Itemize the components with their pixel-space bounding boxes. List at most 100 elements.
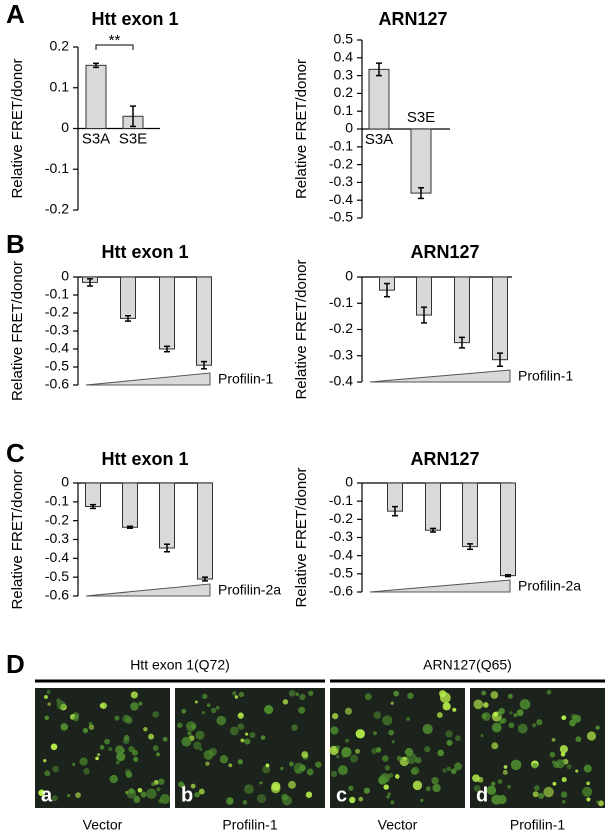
gradient-label: Profilin-1 [218,371,273,387]
y-tick-label: 0 [345,120,353,136]
cell [503,765,508,769]
image-label: Profilin-1 [222,817,277,833]
y-tick-label: 0.5 [334,31,354,47]
x-tick-label: S3A [365,131,393,148]
y-tick-label: -0.5 [45,568,69,584]
cell [502,769,508,775]
cell [410,768,418,775]
cell [372,731,378,736]
y-tick-label: -0.3 [329,346,353,362]
cell [507,784,511,789]
y-tick-label: 0.1 [50,78,70,94]
cell [481,713,487,719]
y-tick-label: -0.2 [45,304,69,320]
cell [178,781,185,788]
cell [133,756,139,762]
cell [364,693,372,701]
cell [88,724,95,730]
cell [228,763,233,768]
cell [355,729,365,739]
cell [44,695,48,699]
cell [308,690,314,696]
cell [336,754,340,759]
cell [130,691,138,699]
y-tick-label: 0 [345,268,353,284]
cell [454,735,461,742]
y-tick-label: -0.4 [45,340,69,356]
cell [481,690,487,696]
cell [549,751,556,758]
y-tick-label: -0.5 [329,565,353,581]
cell [155,752,161,757]
cell [493,712,498,717]
cell [510,759,522,771]
cell [566,764,572,770]
error-bar [127,525,133,529]
cell [56,700,66,710]
cell [473,785,481,792]
cell [498,707,505,715]
y-axis-label: Relative FRET/donor [293,467,310,607]
cell [260,735,266,740]
y-tick-label: -0.1 [45,493,69,509]
cell [305,791,313,798]
cell [446,766,452,772]
error-bar [384,282,390,298]
bar [368,68,390,130]
cell [215,705,220,710]
cell [546,689,552,695]
cell [206,703,211,708]
cell [454,762,463,771]
cell [472,774,480,782]
cell [437,749,444,757]
cell [345,738,349,743]
cell [315,761,322,768]
cell [561,715,567,721]
gradient-label: Profilin-1 [518,368,573,384]
y-tick-label: -0.2 [45,201,69,217]
cell [282,699,289,705]
cell [406,717,410,721]
y-tick-label: -0.6 [45,376,69,392]
cell [237,712,244,719]
cell [586,797,591,802]
cell [71,762,76,767]
cell [483,702,489,708]
x-tick-label: S3E [119,130,147,147]
cell [519,699,531,710]
cell [205,761,210,766]
x-tick-label: S3A [82,130,110,147]
cell [330,770,338,778]
cell [349,796,356,804]
cell [491,742,499,750]
cell [181,708,187,714]
y-tick-label: -0.2 [329,320,353,336]
cell [490,691,499,699]
cell [240,738,245,743]
cell [115,745,124,755]
cell [559,745,568,754]
cell [480,734,484,738]
y-tick-label: -0.1 [45,286,69,302]
cell [422,723,433,735]
cell [151,782,156,787]
cell [244,732,249,736]
cell [497,794,507,805]
cell [44,715,50,721]
cell [291,724,298,731]
cell [194,700,198,704]
cell [208,747,218,757]
significance-label: ** [109,32,121,49]
y-tick-label: -0.4 [329,373,353,389]
cell [44,770,51,777]
cell [371,748,378,754]
bar [492,276,508,361]
cell [186,721,197,732]
image-letter: c [336,784,347,806]
cell [229,726,239,736]
cell [538,792,545,799]
cell [586,781,590,786]
y-tick-label: -0.3 [329,528,353,544]
error-bar [125,314,131,322]
